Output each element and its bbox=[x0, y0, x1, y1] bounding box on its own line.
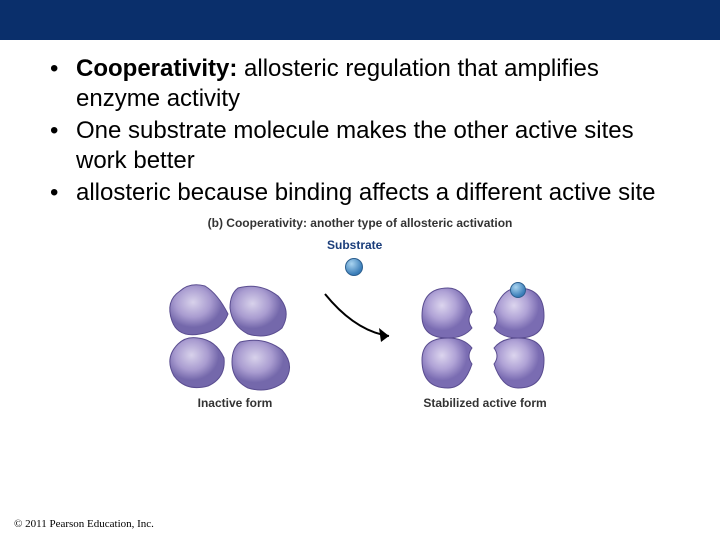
bullet-list: Cooperativity: allosteric regulation tha… bbox=[40, 54, 680, 208]
copyright-text: © 2011 Pearson Education, Inc. bbox=[14, 518, 154, 530]
active-form-label: Stabilized active form bbox=[410, 396, 560, 410]
bullet-text: One substrate molecule makes the other a… bbox=[76, 117, 634, 174]
slide-content: Cooperativity: allosteric regulation tha… bbox=[0, 40, 720, 436]
inactive-enzyme bbox=[160, 276, 310, 396]
figure-canvas: Substrate bbox=[155, 236, 565, 436]
substrate-ball-icon bbox=[345, 258, 363, 276]
header-bar bbox=[0, 0, 720, 40]
active-enzyme-svg bbox=[410, 276, 560, 396]
substrate-label: Substrate bbox=[327, 238, 382, 252]
figure-caption: (b) Cooperativity: another type of allos… bbox=[155, 216, 565, 230]
inactive-form-label: Inactive form bbox=[160, 396, 310, 410]
figure: (b) Cooperativity: another type of allos… bbox=[155, 216, 565, 436]
inactive-enzyme-svg bbox=[160, 276, 310, 396]
bullet-item: allosteric because binding affects a dif… bbox=[40, 178, 680, 208]
bullet-bold: Cooperativity: bbox=[76, 55, 237, 82]
active-enzyme bbox=[410, 276, 560, 396]
bound-substrate-icon bbox=[510, 282, 526, 298]
arrow-icon bbox=[315, 286, 405, 346]
bullet-item: One substrate molecule makes the other a… bbox=[40, 116, 680, 176]
bullet-text: allosteric because binding affects a dif… bbox=[76, 179, 655, 206]
bullet-item: Cooperativity: allosteric regulation tha… bbox=[40, 54, 680, 114]
